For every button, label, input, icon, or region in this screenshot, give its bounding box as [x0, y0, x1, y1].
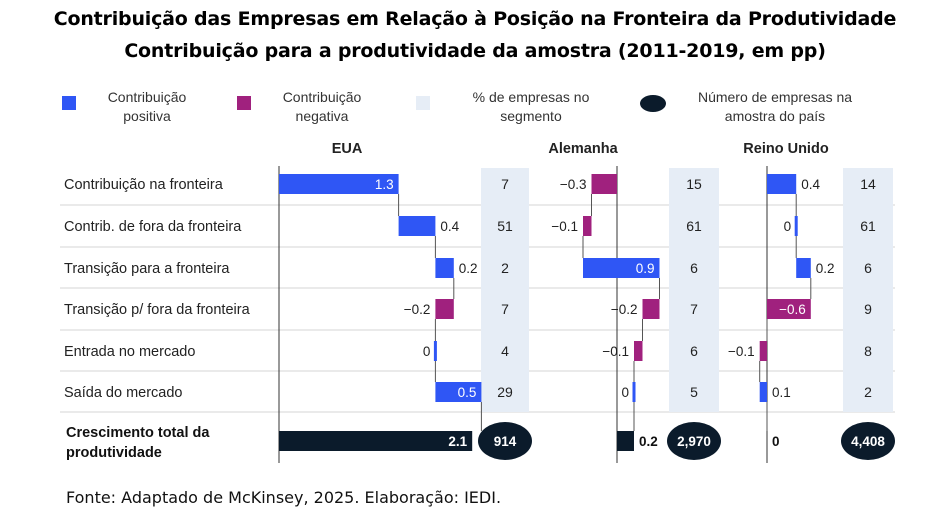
bar-label-reino-unido: 0.4 — [801, 177, 820, 192]
bar-alemanha — [591, 174, 617, 194]
chart-subtitle: Contribuição para a produtividade da amo… — [124, 40, 826, 62]
firm-count-badge-alemanha — [667, 422, 721, 460]
share-column-alemanha — [669, 168, 719, 412]
share-column-eua — [481, 168, 529, 412]
share-value-eua: 7 — [501, 301, 509, 317]
bar-label-reino-unido: 0.2 — [816, 261, 835, 276]
legend-label-count: Número de empresas na amostra do país — [697, 89, 853, 124]
bar-label-eua: 0.2 — [459, 261, 478, 276]
country-header-eua: EUA — [332, 141, 363, 157]
bar-reino-unido — [794, 216, 798, 236]
bar-label-alemanha: −0.1 — [602, 344, 629, 359]
bar-eua — [435, 382, 482, 402]
total-bar-label-reino-unido: 0 — [772, 434, 780, 449]
firm-count-badge-eua — [478, 422, 532, 460]
country-header-reino-unido: Reino Unido — [743, 141, 829, 157]
bar-eua — [398, 216, 436, 236]
country-header-alemanha: Alemanha — [548, 141, 618, 157]
bar-label-eua: 0 — [423, 344, 431, 359]
firm-count-eua: 914 — [494, 434, 517, 449]
bar-label-alemanha: −0.2 — [611, 302, 638, 317]
row-label: Contrib. de fora da fronteira — [64, 219, 242, 235]
total-bar-label-alemanha: 0.2 — [639, 434, 658, 449]
share-value-eua: 7 — [501, 176, 509, 192]
row-label: Transição para a fronteira — [64, 261, 230, 277]
bar-reino-unido — [759, 382, 767, 402]
bar-label-alemanha: 0 — [621, 385, 629, 400]
bar-label-reino-unido: −0.1 — [728, 344, 755, 359]
share-value-alemanha: 5 — [690, 384, 698, 400]
bar-reino-unido — [767, 299, 811, 319]
share-value-reino-unido: 8 — [864, 343, 872, 359]
share-value-reino-unido: 14 — [860, 176, 876, 192]
row-label: Saída do mercado — [64, 385, 183, 401]
total-bar-label-eua: 2.1 — [448, 434, 467, 449]
legend-label-negative: Contribuição negativa — [282, 89, 362, 124]
bar-label-alemanha: −0.1 — [551, 219, 578, 234]
share-value-eua: 51 — [497, 218, 513, 234]
bar-reino-unido — [759, 341, 767, 361]
share-value-reino-unido: 6 — [864, 260, 872, 276]
row-label: Transição p/ fora da fronteira — [64, 302, 251, 318]
share-value-reino-unido: 2 — [864, 384, 872, 400]
share-value-alemanha: 15 — [686, 176, 702, 192]
bar-label-eua: 0.5 — [458, 385, 477, 400]
share-value-alemanha: 61 — [686, 218, 702, 234]
total-bar-eua — [279, 431, 473, 451]
bar-label-reino-unido: 0 — [784, 219, 792, 234]
bar-alemanha — [634, 341, 643, 361]
bar-label-eua: 1.3 — [375, 177, 394, 192]
bar-reino-unido — [767, 174, 797, 194]
share-value-reino-unido: 9 — [864, 301, 872, 317]
bar-eua — [433, 341, 437, 361]
share-value-reino-unido: 61 — [860, 218, 876, 234]
share-value-eua: 2 — [501, 260, 509, 276]
legend-swatch-share — [416, 96, 430, 110]
row-label: Entrada no mercado — [64, 344, 195, 360]
bar-alemanha — [632, 382, 636, 402]
share-value-alemanha: 6 — [690, 260, 698, 276]
bar-label-eua: 0.4 — [440, 219, 459, 234]
total-label: Crescimento total da — [66, 425, 210, 441]
bar-alemanha — [583, 258, 660, 278]
bar-reino-unido — [796, 258, 811, 278]
legend-swatch-negative — [237, 96, 251, 110]
total-bar-alemanha — [617, 431, 634, 451]
legend-label-positive: Contribuição positiva — [107, 89, 187, 124]
firm-count-reino-unido: 4,408 — [851, 434, 885, 449]
source-note: Fonte: Adaptado de McKinsey, 2025. Elabo… — [66, 488, 502, 507]
bar-eua — [435, 299, 454, 319]
bar-eua — [435, 258, 454, 278]
legend-swatch-count — [640, 95, 666, 112]
row-label: Contribuição na fronteira — [64, 177, 224, 193]
bar-alemanha — [642, 299, 660, 319]
bar-label-eua: −0.2 — [404, 302, 431, 317]
bar-eua — [279, 174, 399, 194]
bar-label-alemanha: 0.9 — [636, 261, 655, 276]
share-value-eua: 4 — [501, 343, 509, 359]
firm-count-badge-reino-unido — [841, 422, 895, 460]
firm-count-alemanha: 2,970 — [677, 434, 711, 449]
bar-label-reino-unido: 0.1 — [772, 385, 791, 400]
share-value-alemanha: 6 — [690, 343, 698, 359]
legend-swatch-positive — [62, 96, 76, 110]
bar-label-reino-unido: −0.6 — [779, 302, 806, 317]
bar-alemanha — [583, 216, 592, 236]
chart-title: Contribuição das Empresas em Relação à P… — [53, 8, 897, 30]
share-column-reino-unido — [843, 168, 893, 412]
share-value-alemanha: 7 — [690, 301, 698, 317]
legend-label-share: % de empresas no segmento — [472, 89, 590, 124]
share-value-eua: 29 — [497, 384, 513, 400]
bar-label-alemanha: −0.3 — [560, 177, 587, 192]
total-label: produtividade — [66, 445, 162, 461]
